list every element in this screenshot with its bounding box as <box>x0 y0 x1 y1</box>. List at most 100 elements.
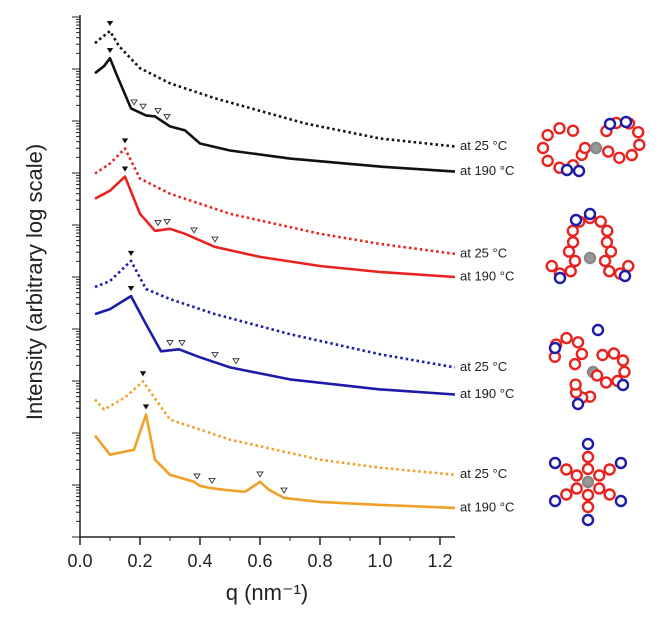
bead <box>618 365 631 379</box>
bead <box>553 122 566 135</box>
bead <box>578 141 592 155</box>
x-tick-label: 0.0 <box>67 551 92 571</box>
bead <box>571 336 585 349</box>
bead <box>571 397 585 411</box>
bead <box>560 463 573 476</box>
bead <box>560 488 573 501</box>
bead <box>594 215 607 228</box>
bead <box>548 456 562 470</box>
peak-marker-open <box>178 340 186 347</box>
bead <box>548 494 562 508</box>
peak-marker-filled <box>106 20 114 27</box>
peak-marker-filled <box>106 48 114 54</box>
bead <box>633 138 646 152</box>
bead <box>603 264 616 278</box>
bead <box>616 378 630 392</box>
peak-marker-filled <box>121 166 129 172</box>
bead <box>566 224 579 238</box>
bead <box>616 354 630 367</box>
bead <box>581 513 595 527</box>
x-tick-label: 0.8 <box>307 551 332 571</box>
series-label: at 25 °C <box>460 138 507 153</box>
bead <box>598 254 612 268</box>
series-line <box>94 56 456 173</box>
peak-marker-open <box>154 108 162 115</box>
bead <box>581 462 595 476</box>
bead <box>581 475 595 489</box>
peak-marker-filled <box>142 404 150 410</box>
bead <box>566 124 580 137</box>
series-line <box>94 294 456 396</box>
bead <box>548 341 562 355</box>
bead <box>568 357 582 371</box>
bead <box>603 488 616 501</box>
series-line <box>93 413 456 510</box>
bead <box>593 482 606 495</box>
bead <box>575 347 589 361</box>
series-label: at 25 °C <box>460 466 507 481</box>
bead <box>541 128 554 142</box>
bead <box>553 271 567 285</box>
series-line <box>94 29 456 148</box>
series-line <box>94 175 456 279</box>
peak-marker-filled <box>139 371 147 377</box>
peak-marker-open <box>193 473 201 480</box>
peak-marker-open <box>166 340 174 347</box>
bead <box>560 331 573 345</box>
bead <box>599 376 613 389</box>
bead <box>619 115 633 129</box>
bead <box>541 154 554 168</box>
bead <box>581 488 595 502</box>
peak-marker-filled <box>127 285 135 292</box>
bead <box>632 125 645 139</box>
y-axis-label: Intensity (arbitrary log scale) <box>22 144 47 420</box>
series-label: at 25 °C <box>460 359 507 374</box>
bead <box>614 456 628 470</box>
bead <box>591 323 605 337</box>
bead <box>536 141 550 155</box>
bead <box>603 117 617 131</box>
bead <box>569 213 583 227</box>
bead <box>614 494 628 508</box>
bead <box>545 259 558 273</box>
bead <box>560 163 574 177</box>
peak-marker-open <box>208 477 216 485</box>
bead <box>562 245 576 258</box>
peak-marker-open <box>163 114 171 121</box>
series-line <box>94 147 456 256</box>
peak-marker-open <box>211 352 219 359</box>
bead <box>607 347 621 360</box>
series-label: at 25 °C <box>460 245 507 260</box>
bead <box>583 251 597 265</box>
bead <box>618 269 632 283</box>
peak-marker-open <box>280 487 288 494</box>
series-label: at 190 °C <box>460 163 514 178</box>
series-label: at 190 °C <box>460 499 514 514</box>
bead <box>564 264 577 278</box>
peak-marker-filled <box>127 250 135 256</box>
bead <box>581 450 595 464</box>
peak-marker-open <box>163 218 171 226</box>
x-tick-label: 1.2 <box>427 551 452 571</box>
bead <box>589 141 603 155</box>
peak-marker-open <box>211 236 219 243</box>
x-axis-label: q (nm⁻¹) <box>226 580 309 605</box>
series-line <box>94 380 456 477</box>
bead <box>581 437 595 451</box>
x-tick-label: 1.0 <box>367 551 392 571</box>
bead <box>602 145 615 158</box>
peak-marker-open <box>130 99 138 106</box>
bead <box>596 348 609 362</box>
x-tick-label: 0.4 <box>187 551 212 571</box>
bead <box>581 500 595 514</box>
peak-marker-open <box>154 220 162 227</box>
series-line <box>94 259 456 369</box>
bead <box>569 378 582 391</box>
bead <box>570 469 583 482</box>
series-label: at 190 °C <box>460 268 514 283</box>
polymer-icons <box>536 115 646 527</box>
peak-marker-open <box>256 471 264 478</box>
bead <box>601 224 614 238</box>
bead <box>593 469 606 482</box>
